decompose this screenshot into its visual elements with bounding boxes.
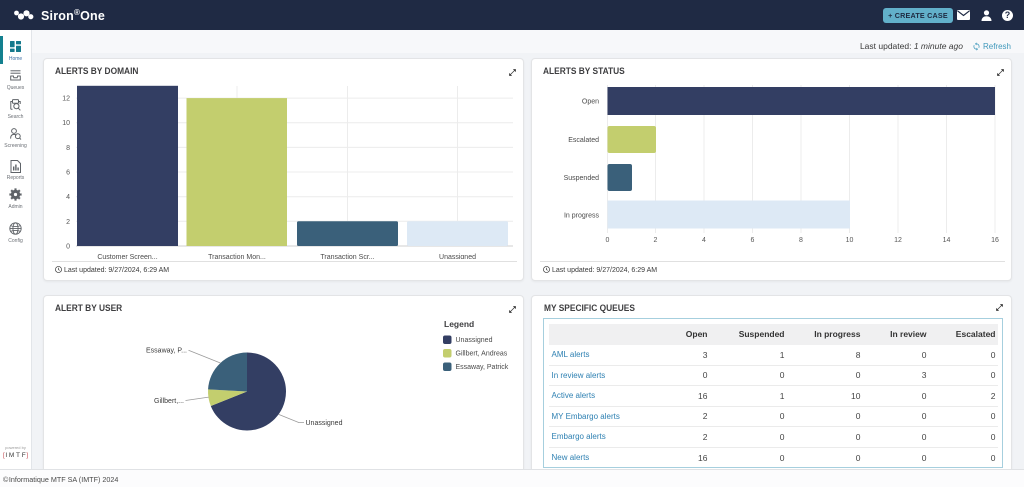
svg-text:2: 2 <box>654 237 658 244</box>
svg-text:Open: Open <box>582 99 599 106</box>
svg-text:12: 12 <box>894 237 902 244</box>
svg-text:4: 4 <box>702 237 706 244</box>
svg-text:0: 0 <box>606 237 610 244</box>
svg-text:Unassigned: Unassigned <box>456 337 493 344</box>
svg-text:14: 14 <box>943 237 951 244</box>
svg-text:10: 10 <box>846 237 854 244</box>
svg-text:6: 6 <box>66 170 70 177</box>
svg-text:In progress: In progress <box>564 213 600 220</box>
svg-text:2: 2 <box>66 219 70 226</box>
svg-text:8: 8 <box>66 145 70 152</box>
svg-text:6: 6 <box>751 237 755 244</box>
svg-text:Gillbert, Andreas: Gillbert, Andreas <box>456 351 508 358</box>
svg-text:4: 4 <box>66 194 70 201</box>
svg-text:Legend: Legend <box>444 319 474 329</box>
svg-text:12: 12 <box>62 96 70 103</box>
svg-text:Customer Screen...: Customer Screen... <box>97 254 157 259</box>
svg-text:Transaction Scr...: Transaction Scr... <box>320 254 374 259</box>
svg-text:Gillbert,...: Gillbert,... <box>154 398 184 405</box>
svg-text:10: 10 <box>62 120 70 127</box>
svg-text:0: 0 <box>66 244 70 251</box>
svg-text:8: 8 <box>799 237 803 244</box>
svg-text:Essaway, P...: Essaway, P... <box>146 348 187 355</box>
svg-text:Unassigned: Unassigned <box>306 420 343 427</box>
svg-text:Unassigned: Unassigned <box>439 254 476 259</box>
svg-text:Transaction Mon...: Transaction Mon... <box>208 254 266 259</box>
svg-text:Suspended: Suspended <box>564 175 600 182</box>
svg-text:Escalated: Escalated <box>568 137 599 144</box>
svg-text:16: 16 <box>991 237 999 244</box>
svg-text:Essaway, Patrick: Essaway, Patrick <box>456 364 509 371</box>
